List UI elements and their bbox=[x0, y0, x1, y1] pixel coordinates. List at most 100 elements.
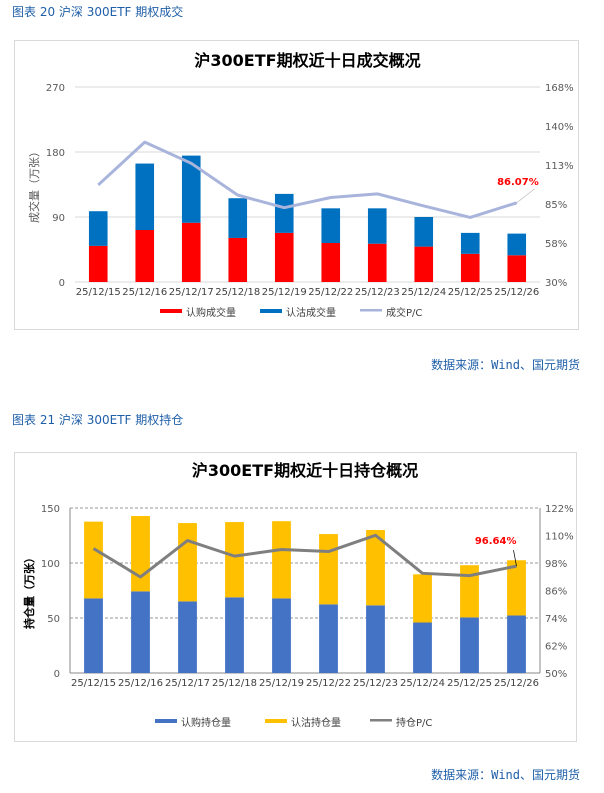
chart-1-x-tick-label: 25/12/25 bbox=[448, 287, 493, 298]
chart-1-y2-tick-label: 30% bbox=[545, 278, 567, 289]
chart-2-y-tick-label: 0 bbox=[54, 669, 60, 680]
chart-2-bar-call bbox=[366, 605, 385, 673]
chart-1-legend-swatch bbox=[160, 309, 182, 313]
chart-2-bar-call bbox=[84, 598, 103, 673]
chart-2-bar-put bbox=[319, 534, 338, 605]
chart-1-x-tick-label: 25/12/16 bbox=[122, 287, 167, 298]
chart-1-bar-call bbox=[414, 246, 434, 282]
chart-2-bar-call bbox=[225, 597, 244, 673]
chart-2-x-tick-label: 25/12/22 bbox=[306, 678, 351, 689]
chart-2-caption: 图表 21 沪深 300ETF 期权持仓 bbox=[12, 413, 184, 427]
chart-1-bar-call bbox=[460, 253, 480, 282]
chart-1-bar-put bbox=[88, 211, 108, 246]
chart-2-legend-label: 认沽持仓量 bbox=[291, 716, 341, 729]
chart-2-x-tick-label: 25/12/19 bbox=[259, 678, 304, 689]
chart-1-bar-put bbox=[507, 233, 527, 256]
chart-1-legend-swatch bbox=[360, 309, 382, 312]
chart-2-annotation-label: 96.64% bbox=[475, 536, 517, 547]
chart-1-bar-put bbox=[135, 163, 155, 230]
chart-2-bar-call bbox=[319, 604, 338, 673]
chart-1-bar-call bbox=[507, 255, 527, 282]
chart-2-bar-put bbox=[507, 560, 526, 616]
chart-1-y2-tick-label: 113% bbox=[545, 161, 574, 172]
chart-1-bar-put bbox=[460, 232, 480, 254]
chart-2-bar-put bbox=[178, 523, 197, 602]
chart-1-source: 数据来源：Wind、国元期货 bbox=[431, 358, 580, 372]
chart-2-bar-put bbox=[84, 521, 103, 599]
chart-2-title: 沪300ETF期权近十日持仓概况 bbox=[192, 461, 418, 480]
chart-1-y2-tick-label: 58% bbox=[545, 239, 567, 250]
chart-1-bar-call bbox=[274, 232, 294, 282]
chart-1-bar-put bbox=[321, 208, 341, 243]
chart-2-x-tick-label: 25/12/15 bbox=[71, 678, 116, 689]
chart-1-title: 沪300ETF期权近十日成交概况 bbox=[194, 51, 420, 70]
chart-2-y2-tick-label: 110% bbox=[545, 532, 574, 543]
chart-2-y2-tick-label: 62% bbox=[545, 642, 567, 653]
chart-2-y-tick-label: 50 bbox=[47, 614, 60, 625]
chart-1-y2-tick-label: 85% bbox=[545, 200, 567, 211]
chart-2-legend-label: 持仓P/C bbox=[396, 716, 432, 729]
chart-2-bar-put bbox=[366, 530, 385, 606]
chart-2-bar-call bbox=[413, 622, 432, 673]
chart-2-legend-swatch bbox=[265, 719, 287, 723]
chart-2-bar-put bbox=[225, 522, 244, 598]
chart-1-pc-line bbox=[97, 140, 518, 219]
chart-2-x-tick-label: 25/12/16 bbox=[118, 678, 163, 689]
chart-2-bar-call bbox=[460, 617, 479, 673]
chart-2-legend-label: 认购持仓量 bbox=[181, 716, 231, 729]
chart-2-bar-call bbox=[131, 591, 150, 673]
chart-2-x-tick-label: 25/12/17 bbox=[165, 678, 210, 689]
chart-2-bar-call bbox=[507, 615, 526, 673]
chart-2-y-axis-label: 持仓量（万张） bbox=[22, 552, 36, 629]
chart-2-bar-call bbox=[272, 598, 291, 673]
chart-1-y2-tick-label: 168% bbox=[545, 83, 574, 94]
chart-2-x-tick-label: 25/12/25 bbox=[447, 678, 492, 689]
chart-1-x-tick-label: 25/12/19 bbox=[262, 287, 307, 298]
chart-2-legend-swatch bbox=[155, 719, 177, 723]
chart-1-bar-call bbox=[135, 230, 155, 282]
chart-2-y2-tick-label: 122% bbox=[545, 504, 574, 515]
chart-2-x-tick-label: 25/12/23 bbox=[353, 678, 398, 689]
chart-1-annotation-label: 86.07% bbox=[497, 177, 539, 188]
chart-2-annotation-leader bbox=[513, 550, 517, 567]
chart-2-y-tick-label: 150 bbox=[41, 504, 60, 515]
chart-1-y-tick-label: 0 bbox=[59, 278, 65, 289]
chart-1-bar-put bbox=[414, 217, 434, 247]
chart-2-pc-line bbox=[92, 533, 517, 579]
chart-1-x-tick-label: 25/12/18 bbox=[215, 287, 260, 298]
chart-2-y2-tick-label: 98% bbox=[545, 559, 567, 570]
chart-2-legend-swatch bbox=[370, 719, 392, 722]
chart-1-y-tick-label: 180 bbox=[46, 148, 65, 159]
chart-2-x-tick-label: 25/12/24 bbox=[400, 678, 445, 689]
chart-2-y2-tick-label: 50% bbox=[545, 669, 567, 680]
chart-1-bar-call bbox=[88, 245, 108, 282]
chart-2-x-tick-label: 25/12/18 bbox=[212, 678, 257, 689]
chart-2-source: 数据来源：Wind、国元期货 bbox=[431, 768, 580, 782]
chart-2-bar-put bbox=[131, 516, 150, 592]
chart-2-bar-put bbox=[460, 565, 479, 618]
chart-1-caption: 图表 20 沪深 300ETF 期权成交 bbox=[12, 5, 184, 19]
chart-1-y2-tick-label: 140% bbox=[545, 122, 574, 133]
chart-1-x-tick-label: 25/12/23 bbox=[355, 287, 400, 298]
chart-1-x-tick-label: 25/12/17 bbox=[169, 287, 214, 298]
chart-1-bar-call bbox=[321, 243, 341, 282]
chart-1-x-tick-label: 25/12/15 bbox=[76, 287, 121, 298]
chart-1-bar-put bbox=[367, 208, 387, 244]
chart-2-y2-tick-label: 86% bbox=[545, 587, 567, 598]
chart-2-y-tick-label: 100 bbox=[41, 559, 60, 570]
chart-2-frame bbox=[14, 452, 577, 742]
chart-1-legend-label: 认沽成交量 bbox=[286, 306, 336, 319]
chart-2-x-tick-label: 25/12/26 bbox=[494, 678, 539, 689]
chart-1-y-axis-label: 成交量（万张） bbox=[27, 146, 41, 223]
chart-1-x-tick-label: 25/12/22 bbox=[308, 287, 353, 298]
chart-1-bar-call bbox=[228, 237, 248, 282]
chart-1-bar-call bbox=[181, 222, 201, 282]
chart-1-bar-put bbox=[181, 155, 201, 223]
chart-1-annotation-leader bbox=[516, 188, 535, 204]
chart-1-legend-label: 认购成交量 bbox=[186, 306, 236, 319]
chart-1-x-tick-label: 25/12/24 bbox=[401, 287, 446, 298]
chart-1-legend-label: 成交P/C bbox=[386, 306, 422, 319]
chart-2-bar-put bbox=[413, 574, 432, 623]
chart-1-legend-swatch bbox=[260, 309, 282, 313]
